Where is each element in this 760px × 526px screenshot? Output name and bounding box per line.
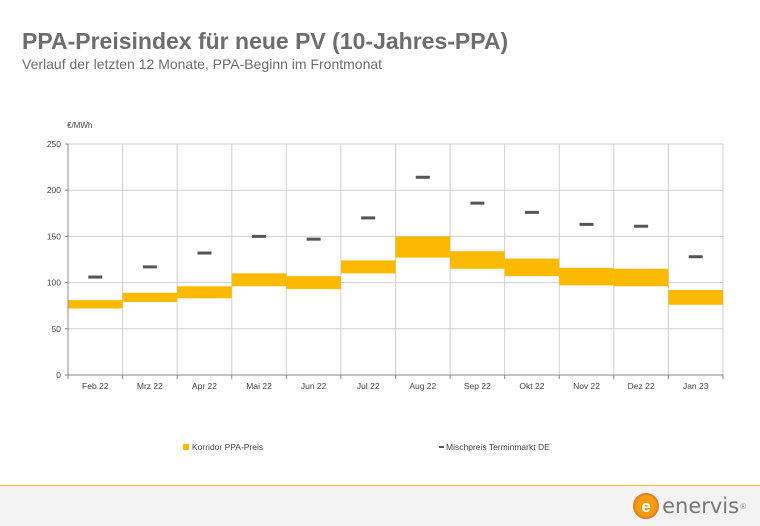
x-tick-label: Jun 22	[301, 381, 327, 391]
korridor-bar	[68, 300, 123, 309]
x-tick-label: Nov 22	[573, 381, 600, 391]
y-tick-label: 250	[47, 139, 61, 149]
y-axis-unit-label: €/MWh	[67, 121, 92, 130]
korridor-bar	[340, 260, 396, 274]
korridor-bar	[231, 273, 287, 287]
page-subtitle: Verlauf der letzten 12 Monate, PPA-Begin…	[22, 56, 383, 72]
x-tick-label: Jan 23	[683, 381, 709, 391]
legend-label-korridor: Korridor PPA-Preis	[192, 442, 263, 452]
x-tick-label: Feb 22	[82, 381, 109, 391]
y-tick-label: 100	[47, 278, 61, 288]
korridor-bar	[450, 251, 505, 269]
korridor-bar	[559, 267, 614, 286]
y-tick-label: 0	[56, 370, 61, 380]
x-tick-label: Aug 22	[409, 381, 436, 391]
enervis-logo: e enervis ®	[633, 491, 746, 521]
korridor-bar	[286, 276, 341, 290]
korridor-bar	[668, 289, 723, 305]
ppa-price-chart: €/MWh 0 50 100 150 200 250 Feb 22 Mrz 22 Apr 22 M…	[47, 121, 724, 452]
x-tick-label: Mrz 22	[137, 381, 163, 391]
x-tick-label: Jul 22	[357, 381, 380, 391]
chart-markers	[88, 175, 703, 279]
korridor-bar	[395, 236, 451, 258]
y-tick-label: 200	[47, 185, 61, 195]
chart-legend: Korridor PPA-Preis Mischpreis Terminmark…	[183, 442, 550, 452]
y-tick-label: 150	[47, 231, 61, 241]
chart-axes: 0 50 100 150 200 250 Feb 22 Mrz 22 Apr 22 Mai 22 J…	[47, 139, 724, 391]
chart-bars	[68, 236, 723, 309]
x-tick-label: Okt 22	[519, 381, 544, 391]
x-tick-label: Apr 22	[192, 381, 217, 391]
enervis-logo-text: enervis	[662, 494, 740, 518]
korridor-bar	[504, 258, 560, 277]
korridor-bar	[613, 268, 669, 287]
chart-grid	[68, 143, 724, 375]
korridor-bar	[122, 292, 178, 303]
legend-label-mischpreis: Mischpreis Terminmarkt DE	[446, 442, 550, 452]
footer-divider	[0, 485, 760, 486]
legend-swatch-korridor	[183, 444, 189, 450]
x-tick-label: Sep 22	[464, 381, 491, 391]
y-tick-label: 50	[52, 324, 62, 334]
korridor-bar	[177, 286, 232, 299]
page-title: PPA-Preisindex für neue PV (10-Jahres-PP…	[22, 28, 509, 54]
x-tick-label: Dez 22	[628, 381, 655, 391]
registered-mark: ®	[740, 501, 746, 511]
x-tick-label: Mai 22	[246, 381, 272, 391]
enervis-logo-icon: e	[633, 493, 660, 519]
